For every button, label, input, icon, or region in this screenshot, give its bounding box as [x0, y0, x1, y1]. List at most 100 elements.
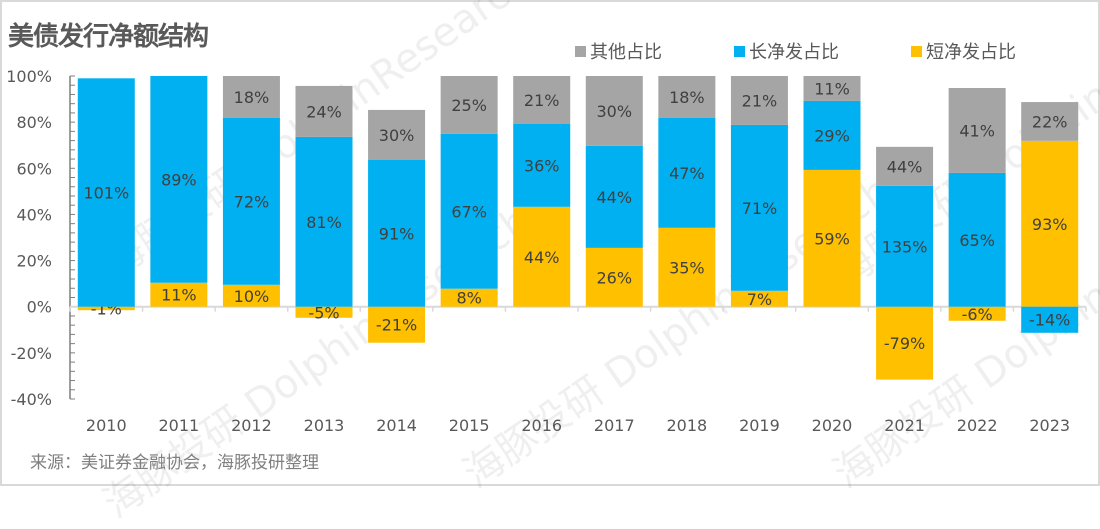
bar-short-2012 — [222, 284, 280, 307]
x-tick-label: 2013 — [304, 416, 345, 435]
bar-long-2010 — [77, 78, 135, 307]
x-tick-label: 2021 — [884, 416, 925, 435]
data-label: 41% — [959, 121, 995, 140]
legend-item-other: 其他占比 — [575, 38, 662, 64]
bar-short-2016 — [513, 206, 571, 307]
data-label: 91% — [379, 224, 415, 243]
legend-item-long: 长净发占比 — [734, 38, 839, 64]
data-label: 36% — [524, 156, 560, 175]
data-label: 35% — [669, 258, 705, 277]
bar-other-2014 — [368, 109, 426, 160]
data-label: 22% — [1032, 112, 1068, 131]
legend-label: 长净发占比 — [749, 42, 839, 63]
data-label: 65% — [959, 231, 995, 250]
x-tick-label: 2014 — [376, 416, 417, 435]
data-label: -14% — [1029, 311, 1070, 330]
bar-long-2015 — [440, 133, 498, 289]
x-tick-label: 2012 — [231, 416, 272, 435]
data-label: 47% — [669, 164, 705, 183]
data-label: 11% — [161, 286, 197, 305]
bar-short-2023 — [1021, 140, 1079, 307]
bar-other-2015 — [440, 76, 498, 134]
x-tick-label: 2020 — [812, 416, 853, 435]
y-tick-label: 80% — [16, 113, 52, 132]
data-label: 135% — [882, 237, 928, 256]
data-label: 30% — [597, 102, 633, 121]
y-tick-label: 40% — [16, 205, 52, 224]
data-label: 44% — [524, 248, 560, 267]
legend-swatch — [575, 45, 586, 57]
data-label: 72% — [234, 192, 270, 211]
x-tick-label: 2022 — [957, 416, 998, 435]
data-label: 8% — [456, 289, 481, 308]
data-label: 101% — [83, 184, 129, 203]
bar-short-2011 — [150, 282, 208, 307]
y-tick-label: 60% — [16, 159, 52, 178]
data-label: 59% — [814, 229, 850, 248]
bar-short-2019 — [730, 290, 788, 307]
bar-other-2017 — [585, 76, 643, 146]
bar-long-2020 — [803, 100, 861, 170]
bar-long-2013 — [295, 136, 353, 307]
stacked-bar-chart: 100%80%60%40%20%0%-20%-40%-1%101%201011%… — [6, 67, 1087, 435]
x-tick-label: 2023 — [1029, 416, 1070, 435]
bar-other-2012 — [222, 76, 280, 118]
x-tick-label: 2011 — [158, 416, 199, 435]
data-label: 11% — [814, 79, 850, 98]
bar-long-2017 — [585, 145, 643, 248]
data-label: 21% — [524, 91, 560, 110]
x-tick-label: 2016 — [521, 416, 562, 435]
data-label: 67% — [451, 202, 487, 221]
bar-long-2023 — [1021, 306, 1079, 333]
data-label: -5% — [308, 303, 339, 322]
bar-long-2022 — [948, 172, 1006, 307]
bar-long-2018 — [658, 117, 716, 228]
data-label: 29% — [814, 126, 850, 145]
data-label: -79% — [884, 334, 925, 353]
data-label: 18% — [669, 88, 705, 107]
bar-other-2013 — [295, 85, 353, 137]
data-label: -6% — [962, 305, 993, 324]
bar-other-2018 — [658, 76, 716, 118]
y-tick-label: 100% — [6, 67, 52, 86]
data-label: 81% — [306, 213, 342, 232]
data-label: 10% — [234, 287, 270, 306]
data-label: 26% — [597, 268, 633, 287]
bar-other-2020 — [803, 76, 861, 101]
legend-label: 短净发占比 — [926, 42, 1016, 63]
legend-label: 其他占比 — [590, 42, 662, 63]
data-label: 7% — [747, 290, 772, 309]
bar-long-2019 — [730, 124, 788, 291]
data-label: 18% — [234, 88, 270, 107]
bar-short-2015 — [440, 288, 498, 307]
x-tick-label: 2010 — [86, 416, 127, 435]
bar-other-2019 — [730, 76, 788, 125]
bar-short-2010 — [77, 306, 135, 311]
bar-short-2022 — [948, 306, 1006, 321]
y-tick-label: -20% — [11, 344, 52, 363]
data-label: 44% — [597, 188, 633, 207]
data-label: 93% — [1032, 215, 1068, 234]
bar-short-2013 — [295, 306, 353, 318]
bar-short-2020 — [803, 169, 861, 307]
x-tick-label: 2017 — [594, 416, 635, 435]
y-tick-label: 0% — [27, 298, 52, 317]
data-label: 30% — [379, 126, 415, 145]
bar-long-2016 — [513, 123, 571, 207]
data-label: 24% — [306, 102, 342, 121]
y-tick-label: -40% — [11, 390, 52, 409]
bar-other-2021 — [876, 146, 934, 186]
legend-swatch — [911, 45, 922, 57]
data-label: 21% — [742, 91, 778, 110]
data-label: 89% — [161, 170, 197, 189]
legend-swatch — [734, 45, 745, 57]
chart-title: 美债发行净额结构 — [8, 22, 209, 52]
bar-other-2023 — [1021, 102, 1079, 141]
chart-frame — [0, 0, 1100, 486]
bar-short-2018 — [658, 227, 716, 307]
data-label: 44% — [887, 157, 923, 176]
legend-item-short: 短净发占比 — [911, 38, 1016, 64]
x-tick-label: 2019 — [739, 416, 780, 435]
x-tick-label: 2018 — [666, 416, 707, 435]
data-label: -21% — [376, 316, 417, 335]
